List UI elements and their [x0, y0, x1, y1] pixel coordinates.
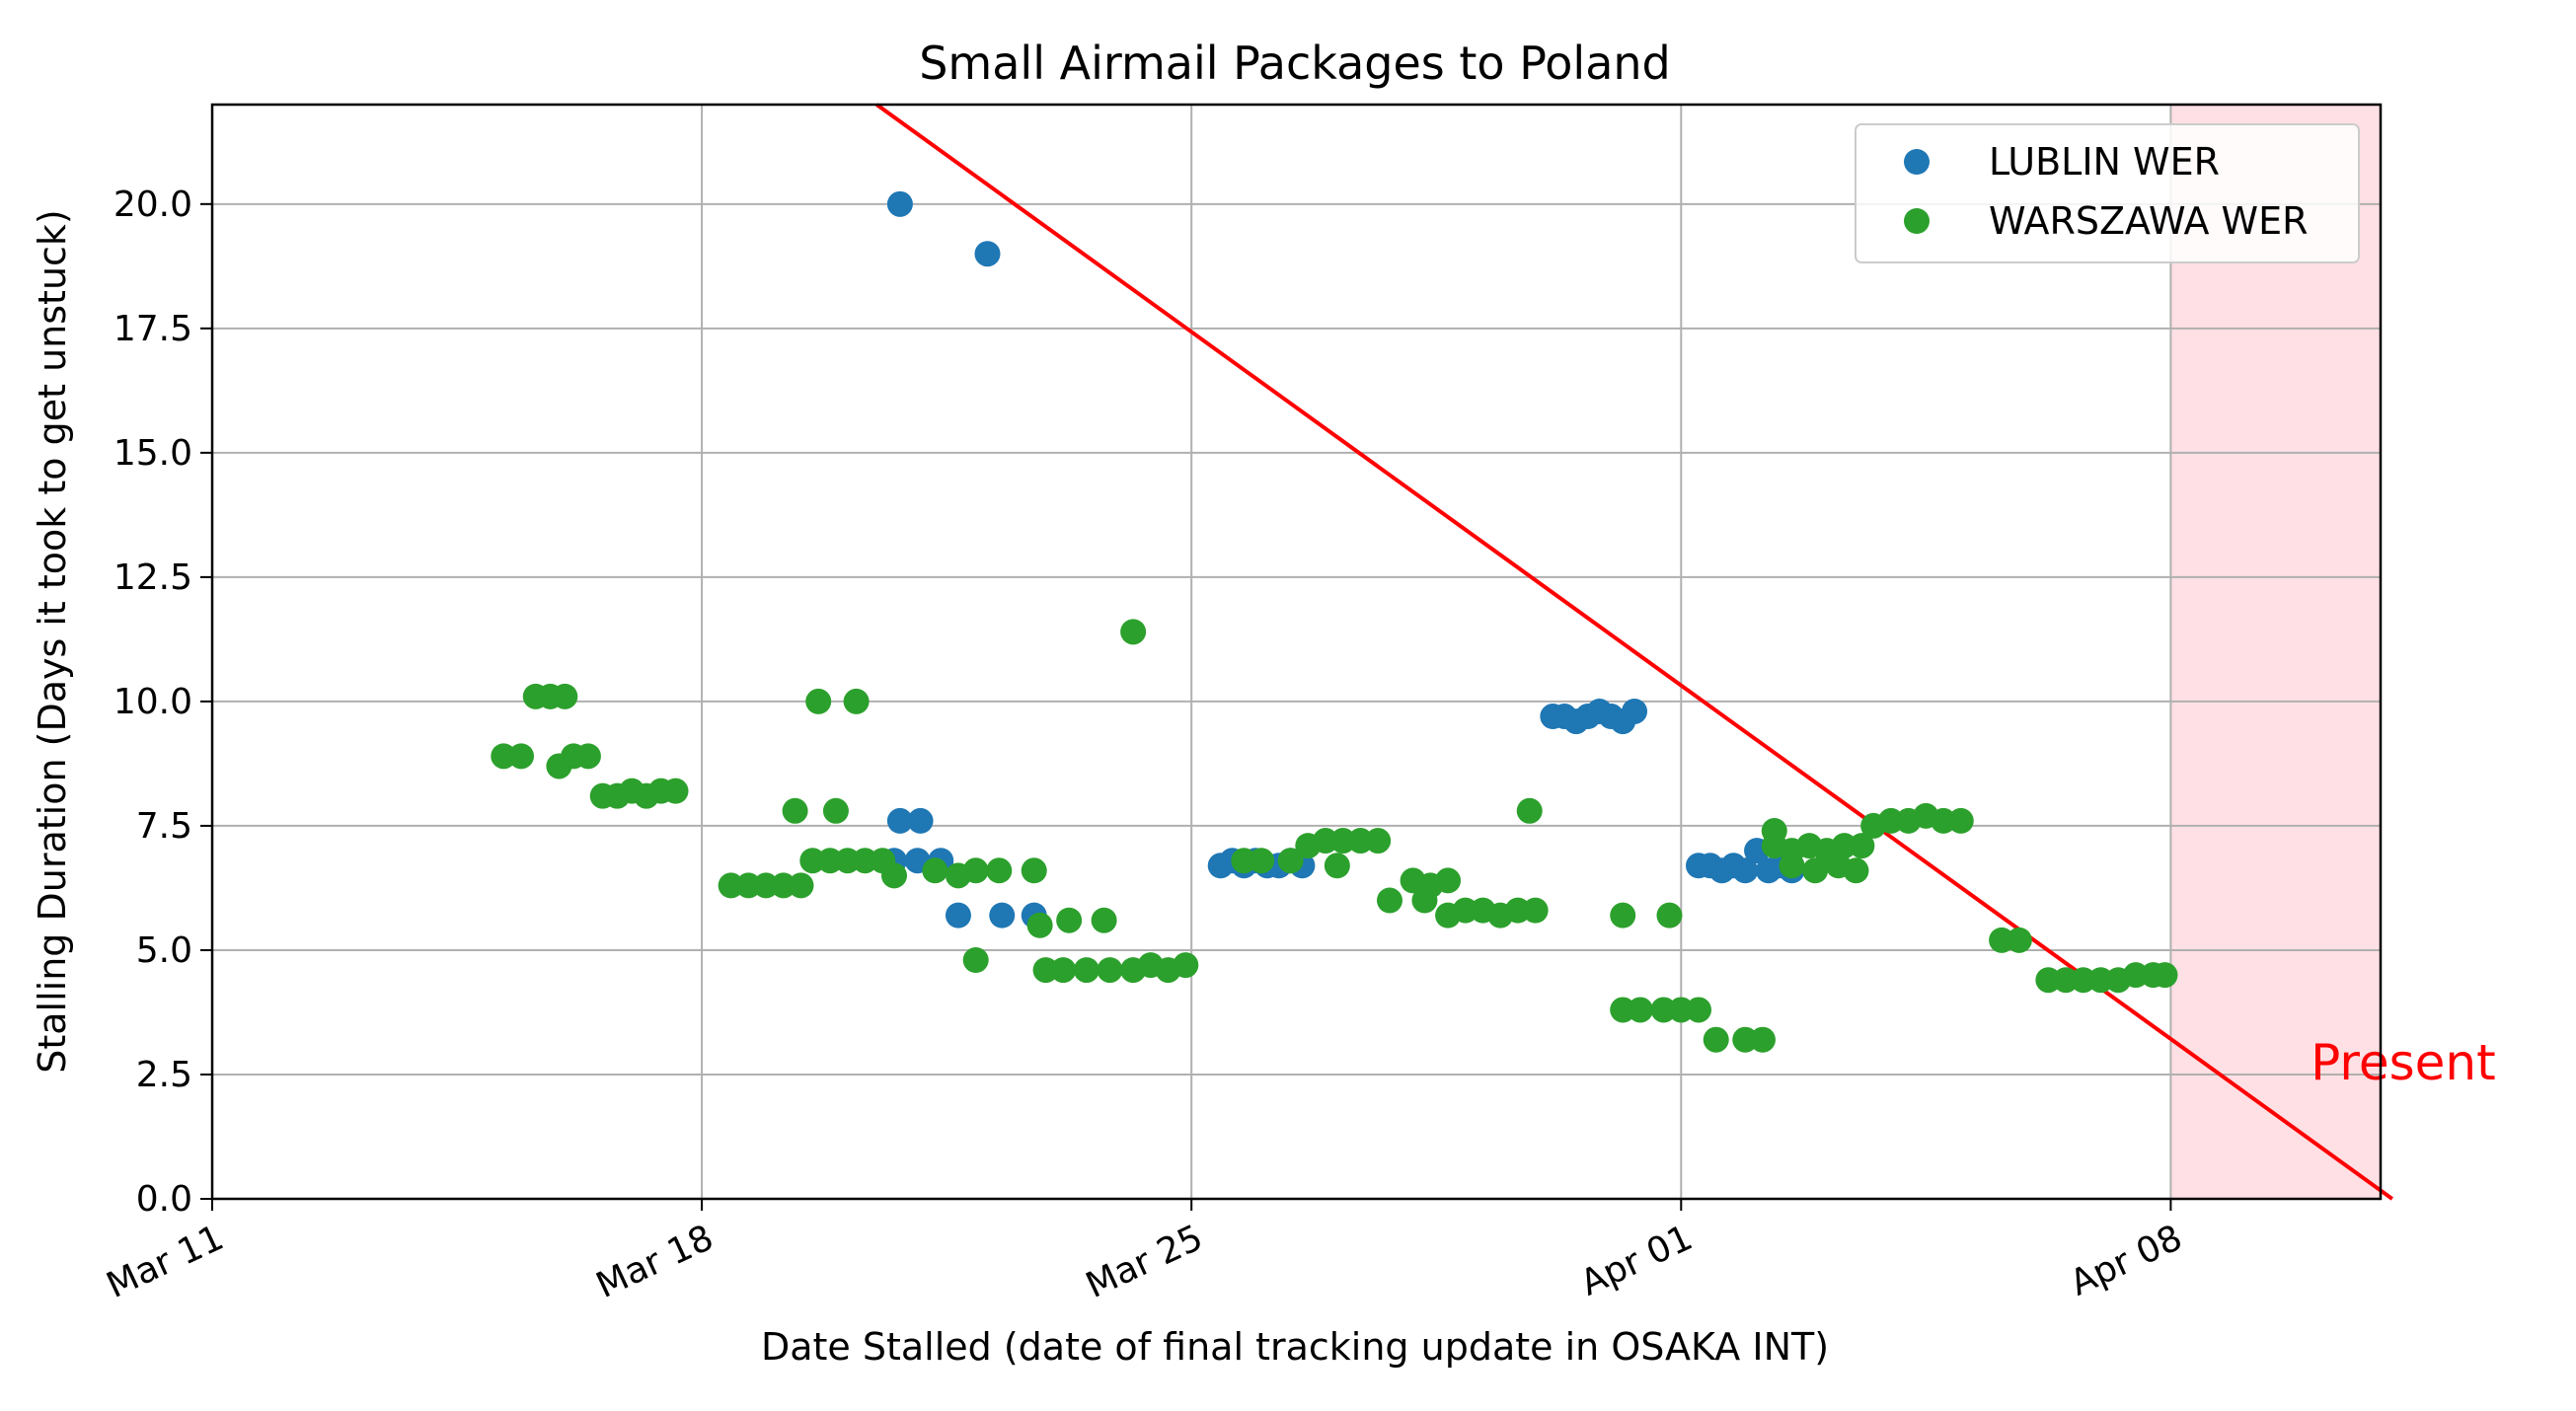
data-point — [1324, 853, 1350, 879]
data-point — [989, 902, 1016, 928]
y-tick-label: 15.0 — [114, 433, 192, 474]
data-point — [1749, 1026, 1776, 1053]
data-point — [1073, 957, 1099, 984]
y-tick-label: 20.0 — [114, 185, 192, 225]
y-axis: 0.0 2.5 5.0 7.5 10.0 12.5 15.0 17.5 20.0 — [114, 185, 212, 1220]
data-point — [886, 190, 913, 217]
legend-box — [1855, 123, 2360, 263]
data-point — [1091, 907, 1117, 933]
data-point — [508, 743, 535, 770]
data-point — [2152, 962, 2178, 989]
data-point — [962, 947, 989, 974]
data-point — [1849, 833, 1875, 859]
data-point — [1622, 698, 1648, 724]
data-point — [822, 797, 849, 824]
legend-marker — [1904, 208, 1930, 234]
legend: LUBLIN WER WARSZAWA WER — [1855, 123, 2360, 263]
legend-label: LUBLIN WER — [1989, 140, 2220, 184]
legend-marker — [1904, 149, 1930, 175]
data-point — [1097, 957, 1123, 984]
data-point — [1843, 857, 1869, 884]
data-point — [1656, 902, 1683, 928]
chart-title: Small Airmail Packages to Poland — [919, 37, 1671, 90]
data-point — [1277, 848, 1304, 874]
y-tick-label: 2.5 — [136, 1055, 192, 1095]
y-axis-label: Stalling Duration (Days it took to get u… — [31, 209, 74, 1074]
x-axis-label: Date Stalled (date of final tracking upd… — [761, 1325, 1829, 1369]
data-point — [1732, 857, 1759, 884]
series-warszawa-wer — [491, 619, 2178, 1053]
data-point — [574, 743, 601, 770]
data-point — [1021, 857, 1047, 884]
data-point — [788, 872, 814, 899]
data-point — [1376, 887, 1402, 914]
plot-background — [212, 105, 2381, 1199]
data-point — [1686, 997, 1712, 1023]
data-point — [907, 807, 934, 834]
data-point — [1411, 887, 1438, 914]
data-point — [1779, 853, 1805, 879]
data-point — [986, 857, 1013, 884]
data-point — [1802, 857, 1829, 884]
y-tick-label: 17.5 — [114, 309, 192, 349]
data-point — [1056, 907, 1083, 933]
data-point — [974, 241, 1001, 267]
data-point — [782, 797, 808, 824]
data-point — [1610, 902, 1636, 928]
data-point — [1249, 848, 1275, 874]
data-point — [922, 857, 948, 884]
y-tick-label: 12.5 — [114, 557, 192, 598]
legend-label: WARSZAWA WER — [1989, 199, 2309, 243]
plot-frame — [210, 103, 2383, 1201]
data-point — [2006, 927, 2032, 953]
y-tick-label: 10.0 — [114, 682, 192, 722]
data-point — [1173, 952, 1199, 979]
data-point — [662, 778, 689, 804]
data-point — [1365, 828, 1392, 854]
data-point — [552, 683, 578, 709]
y-tick-label: 0.0 — [136, 1179, 192, 1220]
data-point — [1522, 897, 1549, 924]
y-tick-label: 5.0 — [136, 930, 192, 971]
present-line — [875, 103, 2393, 1201]
data-point — [886, 807, 913, 834]
y-tick-label: 7.5 — [136, 806, 192, 847]
data-point — [1435, 867, 1462, 894]
data-points — [491, 190, 2178, 1053]
data-point — [1947, 807, 1974, 834]
data-point — [1516, 797, 1543, 824]
data-point — [1761, 817, 1787, 844]
data-point — [1703, 1026, 1729, 1053]
data-point — [1026, 912, 1053, 938]
data-point — [1120, 619, 1147, 645]
present-annotation: Present — [2311, 1034, 2496, 1091]
data-point — [945, 902, 971, 928]
data-point — [962, 857, 989, 884]
present-region-shade — [2170, 105, 2381, 1199]
data-point — [843, 688, 870, 714]
data-point — [880, 862, 907, 889]
data-point — [1627, 997, 1653, 1023]
plot-area: Present — [211, 103, 2496, 1201]
data-point — [805, 688, 832, 714]
data-point — [1050, 957, 1077, 984]
